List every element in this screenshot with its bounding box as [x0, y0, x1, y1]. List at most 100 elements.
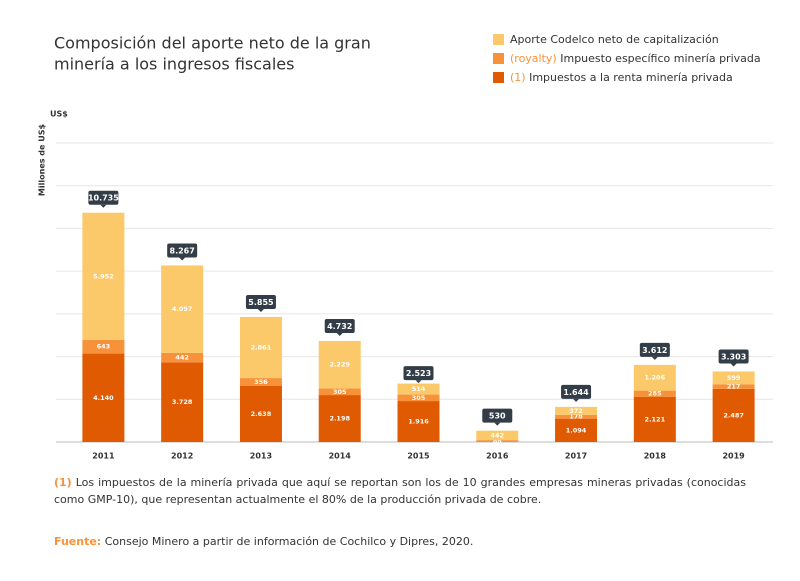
total-box [718, 349, 749, 364]
legend-label: (royalty) Impuesto específico minería pr… [510, 52, 761, 65]
value-label: 5.952 [93, 272, 114, 280]
bar-segment [633, 364, 676, 391]
footnote-text: Los impuestos de la minería privada que … [54, 476, 746, 506]
bar-segment [555, 414, 598, 419]
value-label: 2.487 [723, 411, 744, 419]
footnote-marker: (1) [54, 476, 72, 489]
x-tick-label: 2013 [250, 452, 272, 461]
legend-label: Aporte Codelco neto de capitalización [510, 33, 719, 46]
total-label: 5.855 [248, 298, 274, 307]
chart: Composición del aporte neto de la gran m… [38, 33, 773, 461]
value-label: 356 [254, 378, 268, 386]
bar-segment [633, 396, 676, 442]
bar-segment [239, 385, 282, 442]
x-tick-label: 2011 [92, 452, 115, 461]
value-label: 514 [412, 385, 426, 393]
total-box [403, 366, 434, 381]
value-label: 305 [412, 394, 426, 402]
total-callout: 3.612 [639, 342, 670, 360]
value-label: 2.229 [329, 361, 350, 369]
total-box [561, 384, 592, 399]
total-box [324, 318, 355, 333]
total-box [245, 294, 276, 309]
bar-segment [239, 378, 282, 386]
bar-segment [82, 353, 125, 442]
bar-segment [161, 265, 204, 353]
chart-title: Composición del aporte neto de la gran [54, 34, 371, 53]
bar-segment [476, 440, 519, 442]
total-pointer [651, 356, 658, 360]
value-label: 217 [727, 383, 741, 391]
total-callout: 1.644 [561, 384, 592, 402]
total-callout: 10.735 [88, 190, 119, 208]
y-axis-label: Millones de US$ [38, 124, 47, 197]
total-pointer [573, 398, 580, 402]
x-tick-label: 2019 [722, 452, 745, 461]
total-label: 3.303 [721, 352, 746, 361]
value-label: 3.728 [172, 398, 193, 406]
total-pointer [730, 363, 737, 367]
total-label: 10.735 [88, 194, 119, 203]
x-tick-label: 2014 [329, 452, 352, 461]
total-callout: 530 [482, 408, 513, 426]
total-box [88, 190, 119, 205]
bar-segment [82, 339, 125, 354]
value-label: 372 [569, 407, 583, 415]
y-unit: US$ [50, 110, 68, 119]
total-pointer [494, 422, 501, 426]
total-pointer [336, 332, 343, 336]
total-pointer [179, 257, 186, 261]
bar-segment [712, 371, 755, 385]
x-tick-label: 2017 [565, 452, 587, 461]
x-tick-label: 2012 [171, 452, 193, 461]
value-label: 442 [175, 354, 189, 362]
bar-segment [239, 316, 282, 379]
value-label: 643 [97, 343, 111, 351]
bar-segment [712, 384, 755, 389]
value-label: 285 [648, 390, 662, 398]
bar-segment [633, 390, 676, 397]
bar-segment [82, 212, 125, 340]
total-callout: 8.267 [167, 243, 198, 261]
total-box [639, 342, 670, 357]
total-pointer [257, 308, 264, 312]
bar-segment [161, 362, 204, 442]
bar-segment [161, 352, 204, 363]
value-label: 599 [727, 374, 741, 382]
bar-segment [318, 388, 361, 396]
value-label: 4.140 [93, 394, 114, 402]
bar-segment [712, 388, 755, 442]
bar-segment [555, 406, 598, 415]
total-box [482, 408, 513, 423]
legend-swatch [493, 53, 504, 64]
bar-segment [397, 383, 440, 395]
x-tick-label: 2016 [486, 452, 509, 461]
total-callout: 3.303 [718, 349, 749, 367]
legend-swatch [493, 34, 504, 45]
value-label: 2.638 [251, 410, 272, 418]
value-label: 2.861 [251, 344, 272, 352]
total-label: 8.267 [170, 246, 195, 255]
value-label: 305 [333, 388, 347, 396]
total-pointer [100, 204, 107, 208]
bar-segment [397, 401, 440, 442]
source-text: Consejo Minero a partir de información d… [104, 535, 474, 548]
source: Fuente: Consejo Minero a partir de infor… [54, 533, 746, 550]
total-callout: 5.855 [245, 294, 276, 312]
chart-title: minería a los ingresos fiscales [54, 55, 294, 74]
value-label: 2.198 [329, 415, 350, 423]
x-tick-label: 2015 [407, 452, 430, 461]
value-label: 1.094 [566, 426, 587, 434]
bar-segment [318, 340, 361, 389]
value-label: 2.121 [645, 415, 666, 423]
legend-swatch [493, 72, 504, 83]
value-label: 442 [490, 431, 504, 439]
value-label: 1.206 [645, 374, 666, 382]
footnote: (1) Los impuestos de la minería privada … [54, 474, 746, 508]
total-box [167, 243, 198, 258]
value-label: 4.097 [172, 305, 193, 313]
value-label: 88 [493, 437, 503, 445]
total-callout: 2.523 [403, 366, 434, 384]
total-label: 1.644 [563, 388, 589, 397]
